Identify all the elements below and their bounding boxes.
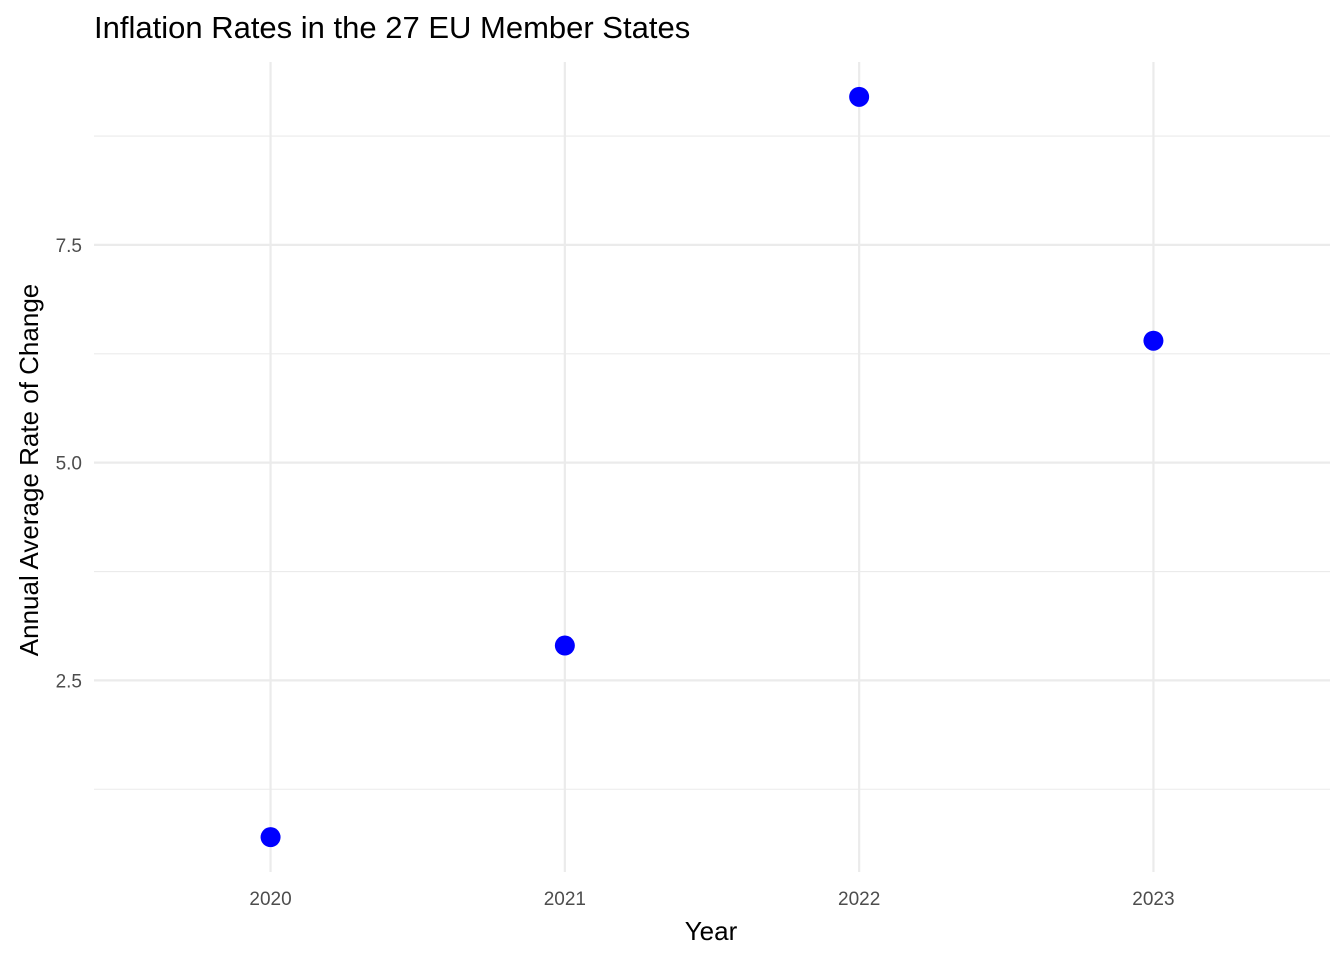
data-point bbox=[1143, 330, 1164, 351]
y-tick-label: 2.5 bbox=[56, 671, 82, 692]
data-point bbox=[849, 86, 870, 107]
y-axis-label: Annual Average Rate of Change bbox=[14, 284, 44, 656]
y-axis-ticks: 2.5 5.0 7.5 bbox=[56, 236, 82, 692]
y-tick-label: 5.0 bbox=[56, 454, 82, 475]
chart-title: Inflation Rates in the 27 EU Member Stat… bbox=[94, 10, 690, 45]
x-tick-label: 2020 bbox=[249, 889, 291, 910]
x-tick-label: 2023 bbox=[1132, 889, 1174, 910]
x-axis-label: Year bbox=[685, 916, 738, 946]
x-tick-label: 2021 bbox=[544, 889, 586, 910]
data-point bbox=[554, 635, 575, 656]
x-axis-ticks: 2020 2021 2022 2023 bbox=[249, 889, 1174, 910]
data-points bbox=[260, 86, 1164, 848]
grid bbox=[94, 62, 1330, 872]
data-point bbox=[260, 827, 281, 848]
x-tick-label: 2022 bbox=[838, 889, 880, 910]
y-tick-label: 7.5 bbox=[56, 236, 82, 257]
